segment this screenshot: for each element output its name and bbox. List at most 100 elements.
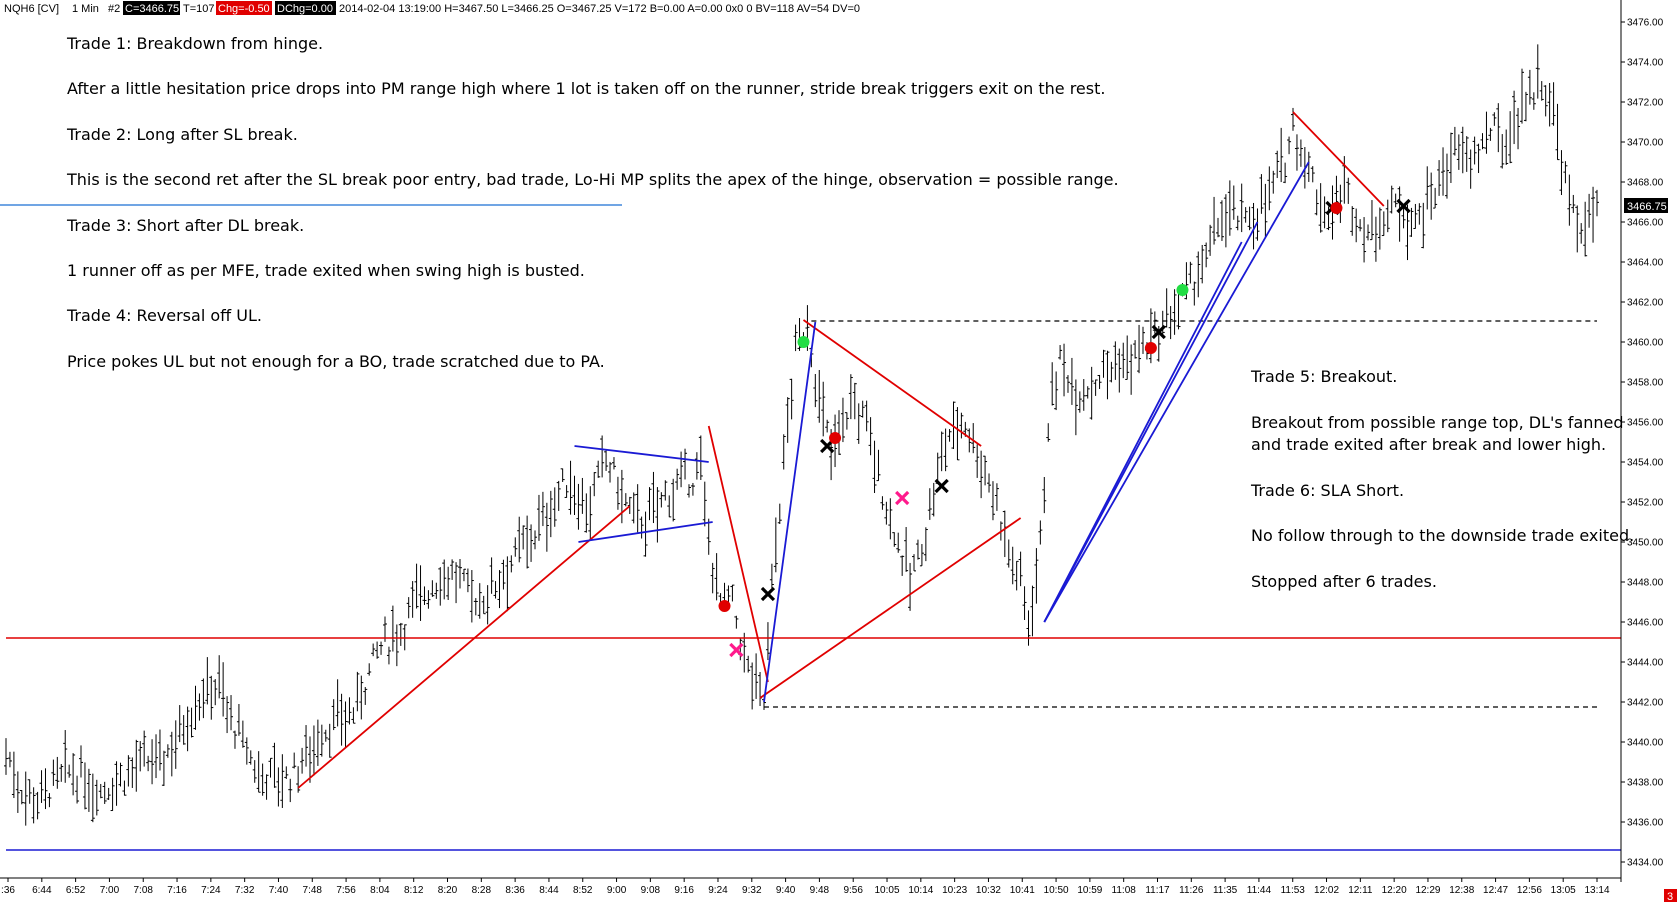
header-change-bg — [216, 1, 272, 15]
note-trade5-body-2: and trade exited after break and lower h… — [1251, 435, 1606, 454]
y-tick-label: 3452.00 — [1627, 498, 1664, 509]
exit-cross-3 — [760, 586, 776, 602]
x-tick-label: 11:35 — [1213, 885, 1238, 896]
current-price-badge-bg — [1624, 198, 1668, 213]
y-tick-label: 3474.00 — [1627, 58, 1664, 69]
x-tick-label: 7:32 — [235, 885, 255, 896]
x-tick-label: 11:53 — [1281, 885, 1306, 896]
header-details: 2014-02-04 13:19:00 H=3467.50 L=3466.25 … — [339, 3, 860, 15]
x-tick-label: 7:48 — [303, 885, 323, 896]
x-tick-label: 6:52 — [66, 885, 86, 896]
y-tick-label: 3466.00 — [1627, 218, 1664, 229]
note-trade6-body: No follow through to the downside trade … — [1251, 526, 1634, 545]
y-tick-label: 3448.00 — [1627, 578, 1664, 589]
header-dchange-bg — [275, 1, 336, 15]
x-tick-label: 9:32 — [742, 885, 762, 896]
cross-stroke-b — [934, 478, 949, 494]
exit-cross-8 — [934, 478, 949, 494]
x-tick-label: 7:56 — [336, 885, 356, 896]
y-tick-label: 3442.00 — [1627, 698, 1664, 709]
chart-header: NQH6 [CV] 1 Min #2 C=3466.75 T=107 Chg=-… — [4, 1, 860, 15]
header-close: C=3466.75 — [125, 3, 179, 15]
cross-stroke-b — [895, 490, 910, 506]
corner-badge[interactable]: 3 — [1664, 889, 1677, 903]
header-close-bg — [123, 1, 180, 15]
y-tick-label: 3446.00 — [1627, 618, 1664, 629]
header-change: Chg=-0.50 — [218, 3, 270, 15]
y-tick-label: 3444.00 — [1627, 658, 1664, 669]
entry-dot-11 — [1176, 284, 1189, 296]
x-tick-label: 7:24 — [201, 885, 221, 896]
x-tick-label: 11:26 — [1179, 885, 1204, 896]
axes: 3434.00 3436.00 3438.00 3440.00 3442.00 3444.… — [0, 0, 1664, 896]
trendline-2 — [707, 425, 769, 683]
x-tick-label: 8:36 — [505, 885, 525, 896]
note-stopped: Stopped after 6 trades. — [1251, 572, 1437, 591]
trendline-7 — [578, 521, 713, 543]
x-tick-label: 8:28 — [472, 885, 492, 896]
trendline-11 — [1043, 241, 1243, 623]
y-tick-label: 3438.00 — [1627, 778, 1664, 789]
x-tick-label: 12:11 — [1348, 885, 1373, 896]
x-tick-label: 12:56 — [1517, 885, 1542, 896]
x-tick-label: 8:20 — [438, 885, 458, 896]
exit-cross-2 — [729, 642, 744, 658]
x-tick-label: 7:08 — [133, 885, 153, 896]
x-tick-label: 8:52 — [573, 885, 593, 896]
x-tick-label: 9:24 — [708, 885, 728, 896]
x-tick-label: :36 — [1, 885, 15, 896]
x-tick-label: 9:16 — [674, 885, 694, 896]
y-tick-label: 3470.00 — [1627, 138, 1664, 149]
exit-cross-14 — [1396, 198, 1411, 214]
x-tick-label: 6:44 — [32, 885, 52, 896]
y-tick-label: 3440.00 — [1627, 738, 1664, 749]
trendline-4 — [759, 517, 1022, 699]
exit-cross-10 — [1151, 324, 1166, 340]
y-tick-label: 3476.00 — [1627, 18, 1664, 29]
x-tick-label: 11:44 — [1247, 885, 1272, 896]
trade-markers — [718, 198, 1411, 658]
price-bars — [4, 44, 1599, 826]
entry-dot-1 — [718, 600, 731, 612]
cross-stroke-b — [1151, 324, 1166, 340]
x-tick-label: 7:40 — [269, 885, 289, 896]
x-tick-label: 12:47 — [1483, 885, 1508, 896]
trendline-9 — [1043, 161, 1310, 623]
x-tick-label: 12:38 — [1449, 885, 1474, 896]
cross-stroke-b — [729, 642, 744, 658]
note-trade6-title: Trade 6: SLA Short. — [1250, 481, 1404, 500]
x-tick-label: 7:00 — [100, 885, 120, 896]
x-tick-label: 8:44 — [539, 885, 559, 896]
header-chart-num: #2 — [108, 3, 120, 15]
x-tick-label: 8:12 — [404, 885, 424, 896]
y-tick-label: 3450.00 — [1627, 538, 1664, 549]
entry-dot-13 — [1330, 202, 1343, 214]
corner-badge-bg[interactable] — [1664, 889, 1677, 902]
entry-dot-6 — [829, 432, 842, 444]
x-tick-label: 11:17 — [1145, 885, 1170, 896]
y-tick-label: 3462.00 — [1627, 298, 1664, 309]
x-tick-label: 12:20 — [1382, 885, 1407, 896]
note-trade5-title: Trade 5: Breakout. — [1250, 367, 1397, 386]
x-tick-label: 10:05 — [875, 885, 900, 896]
y-tick-label: 3458.00 — [1627, 378, 1664, 389]
x-tick-label: 10:50 — [1044, 885, 1069, 896]
y-tick-label: 3454.00 — [1627, 458, 1664, 469]
trendline-1 — [297, 505, 631, 789]
x-tick-label: 8:04 — [370, 885, 390, 896]
notes-right: Trade 5: Breakout. Breakout from possibl… — [1250, 367, 1634, 591]
trendlines — [297, 111, 1385, 789]
note-trade4-title: Trade 4: Reversal off UL. — [66, 306, 262, 325]
x-tick-label: 10:32 — [976, 885, 1001, 896]
x-tick-label: 13:14 — [1584, 885, 1609, 896]
x-tick-label: 10:14 — [908, 885, 933, 896]
note-trade1-body: After a little hesitation price drops in… — [67, 79, 1105, 98]
cross-stroke-b — [1396, 198, 1411, 214]
note-trade2-title: Trade 2: Long after SL break. — [66, 125, 298, 144]
horizontal-levels — [6, 320, 1621, 851]
current-price-badge: 3466.75 — [1624, 198, 1668, 213]
x-tick-label: 12:29 — [1415, 885, 1440, 896]
exit-cross-7 — [895, 490, 910, 506]
entry-dot-4 — [797, 336, 810, 348]
note-trade3-title: Trade 3: Short after DL break. — [66, 216, 304, 235]
